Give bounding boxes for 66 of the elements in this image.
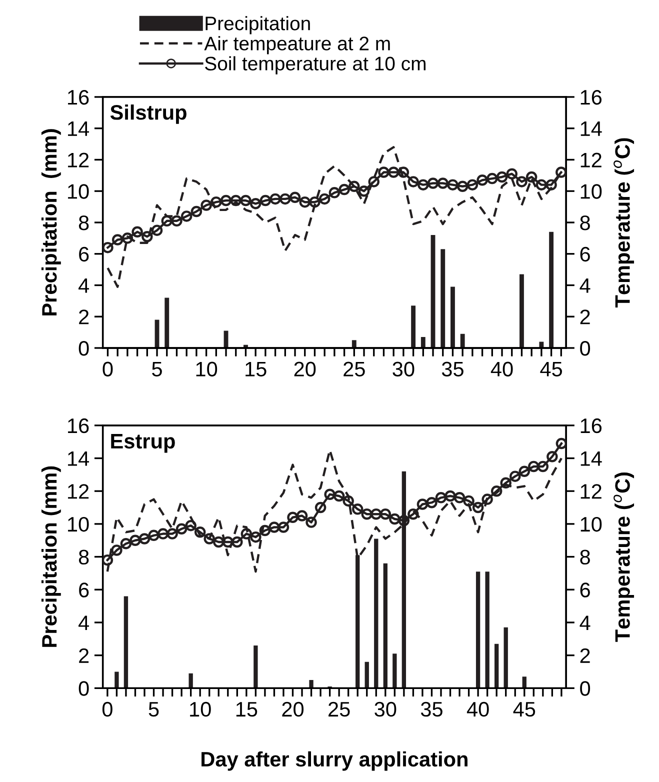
x-axis-title: Day after slurry application [202, 751, 468, 771]
x-tick-label: 20 [282, 702, 304, 717]
y2-axis-title: Temperature ($^{o}$C) [614, 472, 634, 642]
y-tick-label: 10 [68, 184, 89, 199]
x-tick-label: 5 [152, 362, 162, 376]
y-tick-label: 8 [78, 215, 89, 230]
y-tick-label: 10 [68, 516, 89, 532]
x-tick-label: 10 [196, 362, 218, 376]
y2-tick-label: 12 [580, 484, 602, 499]
y-axis-title: Precipitation (mm) [41, 466, 61, 647]
x-tick-label: 25 [328, 702, 350, 717]
x-tick-label: 15 [246, 362, 266, 376]
x-tick-label: 5 [148, 702, 159, 717]
y2-tick-label: 16 [580, 418, 602, 434]
legend-label: Air tempeature at 2 m [204, 36, 390, 54]
y2-tick-label: 2 [580, 310, 590, 324]
x-tick-label: 0 [102, 702, 112, 717]
x-tick-label: 40 [490, 362, 513, 376]
y2-tick-label: 14 [580, 122, 602, 136]
y-tick-label: 2 [79, 648, 89, 663]
y-tick-label: 12 [68, 152, 89, 168]
chart-title: Silstrup [110, 104, 186, 124]
y-tick-label: 14 [68, 451, 89, 466]
y2-axis-title: Temperature ($^{o}$C) [614, 138, 634, 308]
y2-tick-label: 8 [580, 215, 590, 230]
x-tick-label: 35 [420, 702, 442, 717]
y2-tick-label: 4 [580, 278, 590, 293]
legend-label: Soil temperature at 10 cm [205, 56, 426, 74]
x-tick-label: 10 [190, 702, 211, 717]
x-tick-label: 45 [540, 362, 562, 376]
x-tick-label: 40 [466, 702, 489, 717]
y-tick-label: 16 [68, 90, 89, 105]
legend-label: Precipitation [206, 16, 310, 34]
y-tick-label: 0 [78, 340, 89, 356]
y-tick-label: 6 [79, 246, 89, 262]
y-tick-label: 4 [78, 278, 89, 293]
x-tick-label: 15 [236, 702, 258, 717]
y2-tick-label: 4 [580, 616, 590, 630]
y2-tick-label: 12 [580, 152, 602, 168]
y2-tick-label: 14 [580, 451, 602, 466]
x-tick-label: 25 [344, 362, 365, 376]
y-tick-label: 2 [79, 310, 89, 324]
x-tick-label: 0 [102, 362, 113, 376]
y-tick-label: 14 [68, 122, 89, 136]
y-tick-label: 6 [79, 582, 89, 598]
y2-tick-label: 0 [580, 681, 590, 696]
y2-tick-label: 16 [580, 90, 602, 105]
chart-title: Estrup [111, 434, 175, 453]
y-tick-label: 0 [78, 681, 89, 696]
y2-tick-label: 0 [580, 340, 590, 356]
y-tick-label: 8 [78, 550, 89, 565]
y2-tick-label: 8 [580, 550, 590, 565]
y-axis-title: Precipitation (mm) [41, 129, 61, 316]
y-tick-label: 12 [68, 484, 89, 499]
x-tick-label: 45 [513, 702, 536, 717]
x-tick-label: 35 [442, 362, 464, 376]
y-tick-label: 16 [68, 418, 89, 434]
x-tick-label: 20 [294, 362, 316, 376]
y2-tick-label: 6 [580, 246, 590, 262]
x-tick-label: 30 [392, 362, 414, 376]
y2-tick-label: 10 [580, 516, 602, 532]
y-tick-label: 4 [78, 616, 89, 630]
x-tick-label: 30 [374, 702, 396, 717]
y2-tick-label: 10 [580, 184, 602, 199]
y2-tick-label: 6 [580, 582, 590, 598]
y2-tick-label: 2 [580, 648, 590, 663]
